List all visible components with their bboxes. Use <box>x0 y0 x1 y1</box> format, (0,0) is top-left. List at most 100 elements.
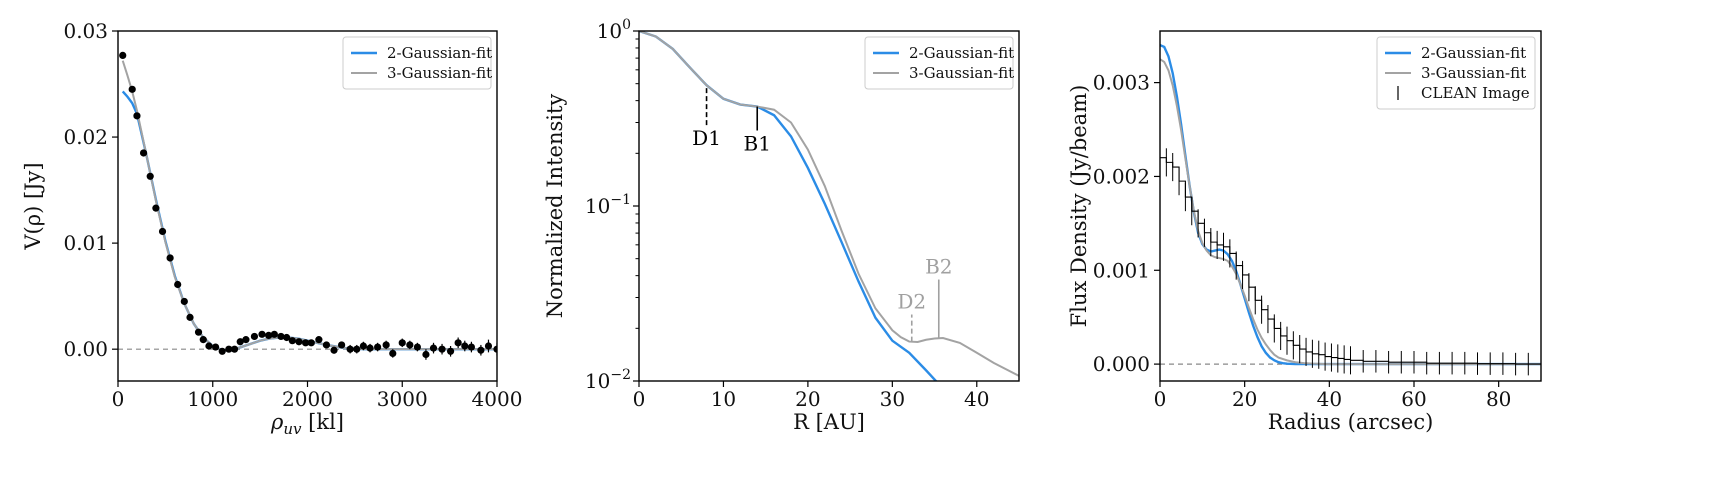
data-point <box>158 227 167 236</box>
data-point <box>389 349 397 358</box>
x-axis-label-rho: ρ <box>270 410 284 434</box>
data-point <box>194 328 203 336</box>
annotation-label-d1: D1 <box>692 126 721 150</box>
y-tick-label: 0.003 <box>1093 71 1150 95</box>
x-tick-label: 0 <box>633 387 646 411</box>
plot-area <box>118 51 497 360</box>
x-axis-label: Radius (arcsec) <box>1268 410 1434 434</box>
data-point <box>186 313 194 321</box>
data-point <box>242 336 250 344</box>
annotation-label-b1: B1 <box>744 132 771 156</box>
data-point <box>307 339 315 347</box>
data-point <box>146 172 154 180</box>
panel-3: 0 20 40 60 80 0.000 0.001 0.002 0.003 Radius (arc… <box>1067 30 1542 434</box>
data-point <box>258 330 266 338</box>
y-tick-label-base: 10 <box>585 369 610 393</box>
series-3gauss-line <box>1160 58 1541 366</box>
data-point <box>413 343 422 351</box>
data-point <box>330 346 338 354</box>
data-point <box>338 341 346 349</box>
x-tick-label: 60 <box>1401 387 1426 411</box>
x-tick-label: 20 <box>1232 387 1257 411</box>
y-tick-label: 0.002 <box>1093 164 1150 188</box>
legend-entry: 2-Gaussian-fit <box>909 44 1014 62</box>
x-axis-label-unit: [kl] <box>301 410 344 434</box>
data-point <box>406 341 414 349</box>
series-3gauss-line <box>639 31 1019 377</box>
data-point <box>374 343 382 351</box>
annotation-label-d2: D2 <box>897 289 926 313</box>
x-tick-label: 0 <box>1154 387 1167 411</box>
plot-area <box>1160 43 1541 376</box>
legend-box <box>864 36 1014 90</box>
legend-box <box>1376 36 1536 110</box>
data-point <box>119 51 127 59</box>
y-tick-label: 100 <box>597 17 631 43</box>
x-axis-label: ρuv [kl] <box>270 410 344 438</box>
plot-area <box>639 31 1019 381</box>
y-tick-label: 0.01 <box>63 231 108 255</box>
data-point <box>467 343 476 351</box>
data-point <box>166 254 174 262</box>
y-axis-label: Normalized Intensity <box>543 94 567 319</box>
data-point <box>493 345 497 353</box>
y-axis-label: V(ρ) [Jy] <box>21 162 45 250</box>
data-point <box>174 280 182 289</box>
data-point <box>236 338 244 346</box>
data-point <box>429 344 438 352</box>
data-point <box>366 344 374 352</box>
data-point <box>211 343 220 351</box>
legend: 2-Gaussian-fit 3-Gaussian-fit <box>864 36 1014 90</box>
data-point <box>205 342 213 350</box>
x-tick-label: 3000 <box>377 387 428 411</box>
y-axis-label: Flux Density (Jy/beam) <box>1067 85 1091 328</box>
data-point <box>359 342 368 350</box>
data-point <box>152 204 160 212</box>
annotation-label-b2: B2 <box>925 255 952 279</box>
legend-entry: 3-Gaussian-fit <box>387 64 492 82</box>
data-point <box>225 345 233 353</box>
x-tick-label: 40 <box>964 387 989 411</box>
x-tick-label: 1000 <box>187 387 238 411</box>
data-point <box>382 341 390 349</box>
x-tick-label: 80 <box>1486 387 1511 411</box>
y-tick-label: 0.02 <box>63 125 108 149</box>
x-axis-label: R [AU] <box>793 410 865 434</box>
data-point <box>446 347 455 355</box>
data-point <box>422 350 430 359</box>
y-tick-label: 0.00 <box>63 337 108 361</box>
data-point <box>454 339 462 347</box>
x-tick-label: 4000 <box>472 387 523 411</box>
x-tick-label: 30 <box>880 387 905 411</box>
data-point <box>139 149 148 157</box>
legend-entry: 3-Gaussian-fit <box>909 64 1014 82</box>
data-point <box>322 341 331 349</box>
data-point <box>199 336 207 344</box>
data-point <box>315 336 323 344</box>
y-tick-label-exponent: −1 <box>610 192 631 208</box>
data-point <box>265 331 273 339</box>
y-tick-label-base: 10 <box>585 194 610 218</box>
data-point <box>218 347 226 355</box>
legend-box <box>342 36 492 90</box>
y-tick-label-exponent: −2 <box>610 367 631 383</box>
y-tick-label: 10−2 <box>585 367 631 393</box>
data-point <box>295 338 303 346</box>
data-point <box>180 297 188 306</box>
axes-frame <box>1159 30 1542 382</box>
data-point <box>346 345 354 353</box>
panel-1: 0 1000 2000 3000 4000 0.00 0.01 0.02 0.03 ρuv [kl… <box>21 19 522 438</box>
data-point <box>133 112 141 120</box>
legend-entry: 2-Gaussian-fit <box>387 44 492 62</box>
x-tick-label: 40 <box>1317 387 1342 411</box>
series-2gauss-line <box>121 90 497 352</box>
x-tick-label: 0 <box>112 387 125 411</box>
data-point <box>288 337 296 345</box>
y-tick-label-base: 10 <box>597 19 622 43</box>
data-point <box>128 85 136 93</box>
data-point <box>283 333 291 342</box>
series-3gauss-line <box>121 60 497 352</box>
y-tick-label: 0.03 <box>63 19 108 43</box>
x-axis-label-sub: uv <box>283 420 302 438</box>
